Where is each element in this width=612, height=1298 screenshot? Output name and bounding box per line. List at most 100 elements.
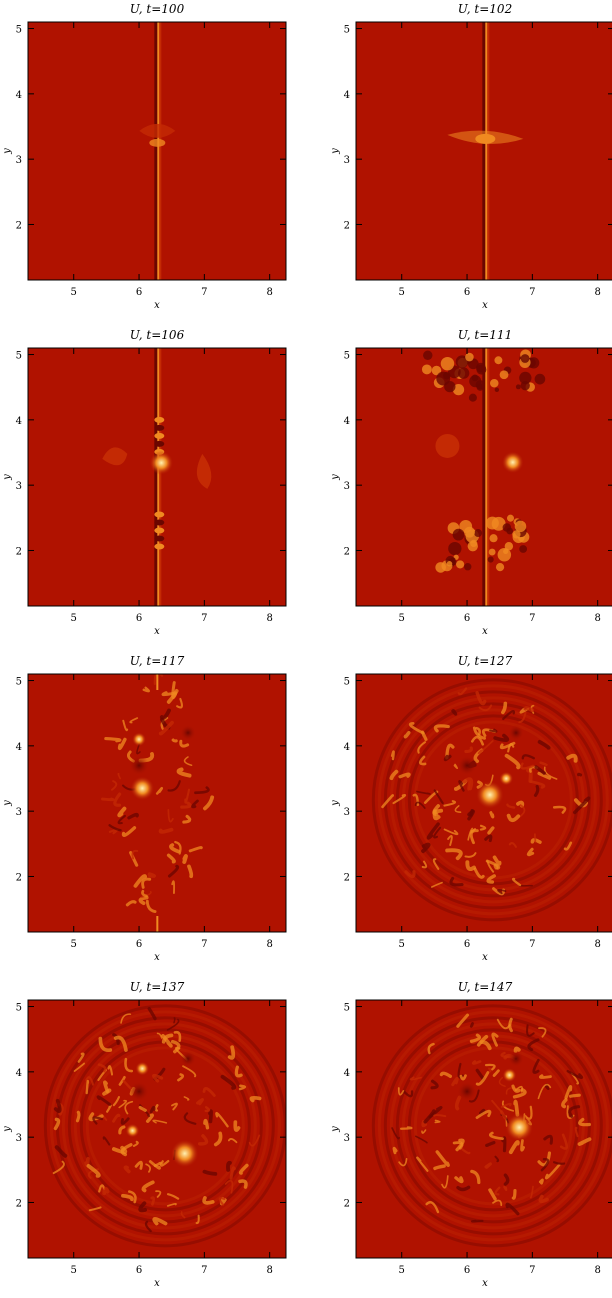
y-axis-label: y — [2, 1126, 13, 1133]
panel-3: U, t=106 5 6 7 8 2 3 4 5 x y — [0, 326, 300, 646]
panel-2: U, t=102 5 6 7 8 2 3 4 5 x y — [328, 0, 612, 320]
y-tick-label: 5 — [16, 1003, 22, 1014]
y-tick-label: 2 — [344, 546, 350, 557]
y-tick-label: 3 — [16, 481, 22, 492]
x-tick-label: 6 — [464, 287, 470, 298]
y-tick-label: 3 — [344, 155, 350, 166]
x-axis-label: x — [154, 1278, 160, 1289]
y-tick-label: 4 — [16, 90, 22, 101]
x-tick-label: 8 — [594, 939, 600, 950]
y-tick-label: 5 — [16, 677, 22, 688]
field-plot: 5 6 7 8 2 3 4 5 x y — [330, 673, 612, 963]
field-plot: 5 6 7 8 2 3 4 5 x y — [2, 347, 287, 637]
x-tick-label: 6 — [464, 1265, 470, 1276]
x-tick-label: 7 — [529, 1265, 535, 1276]
panel-title: U, t=117 — [129, 654, 185, 668]
y-axis-label: y — [2, 474, 13, 481]
x-axis-label: x — [482, 1278, 488, 1289]
y-tick-label: 3 — [344, 481, 350, 492]
y-tick-label: 2 — [16, 220, 22, 231]
x-axis-label: x — [482, 952, 488, 963]
y-tick-label: 4 — [16, 416, 22, 427]
y-tick-label: 4 — [344, 416, 350, 427]
panel-title: U, t=111 — [457, 328, 513, 342]
y-tick-label: 3 — [344, 1133, 350, 1144]
panel-title: U, t=106 — [129, 328, 185, 342]
y-tick-label: 2 — [344, 1198, 350, 1209]
x-tick-label: 5 — [399, 1265, 405, 1276]
panel-6: U, t=127 5 6 7 8 2 3 4 5 x y — [328, 652, 612, 972]
y-tick-label: 5 — [344, 25, 350, 36]
y-tick-label: 2 — [344, 872, 350, 883]
y-tick-label: 4 — [344, 742, 350, 753]
y-axis-label: y — [2, 148, 13, 155]
x-tick-label: 6 — [136, 939, 142, 950]
x-tick-label: 7 — [529, 613, 535, 624]
x-tick-label: 8 — [266, 939, 272, 950]
x-tick-label: 7 — [201, 939, 207, 950]
field-plot: 5 6 7 8 2 3 4 5 x y — [2, 999, 287, 1289]
x-axis-label: x — [482, 300, 488, 311]
y-axis-label: y — [330, 474, 341, 481]
x-axis-label: x — [154, 626, 160, 637]
x-tick-label: 5 — [399, 939, 405, 950]
y-tick-label: 5 — [344, 677, 350, 688]
y-tick-label: 4 — [344, 90, 350, 101]
y-axis-label: y — [2, 800, 13, 807]
y-tick-label: 2 — [16, 1198, 22, 1209]
panel-title: U, t=100 — [129, 2, 185, 16]
y-tick-label: 5 — [16, 25, 22, 36]
x-tick-label: 5 — [399, 613, 405, 624]
x-axis-label: x — [154, 300, 160, 311]
x-tick-label: 7 — [529, 939, 535, 950]
x-tick-label: 8 — [266, 287, 272, 298]
y-axis-label: y — [330, 1126, 341, 1133]
field-plot: 5 6 7 8 2 3 4 5 x y — [330, 21, 612, 311]
y-tick-label: 2 — [16, 546, 22, 557]
x-tick-label: 7 — [529, 287, 535, 298]
x-tick-label: 8 — [266, 1265, 272, 1276]
y-tick-label: 4 — [16, 1068, 22, 1079]
panel-1: U, t=100 5 6 7 8 2 3 4 5 x y — [0, 0, 300, 320]
panel-title: U, t=147 — [457, 980, 513, 994]
x-tick-label: 5 — [71, 939, 77, 950]
y-tick-label: 3 — [16, 1133, 22, 1144]
x-tick-label: 5 — [71, 1265, 77, 1276]
field-plot: 5 6 7 8 2 3 4 5 x y — [330, 347, 612, 637]
x-tick-label: 6 — [136, 1265, 142, 1276]
x-tick-label: 7 — [201, 613, 207, 624]
x-tick-label: 6 — [136, 613, 142, 624]
x-tick-label: 8 — [594, 1265, 600, 1276]
y-tick-label: 3 — [344, 807, 350, 818]
x-axis-label: x — [482, 626, 488, 637]
x-tick-label: 6 — [464, 613, 470, 624]
y-axis-label: y — [330, 800, 341, 807]
field-plot: 5 6 7 8 2 3 4 5 x y — [330, 999, 612, 1289]
panel-4: U, t=111 5 6 7 8 2 3 4 5 x y — [328, 326, 612, 646]
x-tick-label: 8 — [594, 613, 600, 624]
x-tick-label: 7 — [201, 1265, 207, 1276]
panel-5: U, t=117 5 6 7 8 2 3 4 5 x y — [0, 652, 300, 972]
y-tick-label: 2 — [16, 872, 22, 883]
x-axis-label: x — [154, 952, 160, 963]
x-tick-label: 5 — [399, 287, 405, 298]
y-axis-label: y — [330, 148, 341, 155]
x-tick-label: 6 — [464, 939, 470, 950]
y-tick-label: 5 — [344, 351, 350, 362]
x-tick-label: 8 — [594, 287, 600, 298]
panel-title: U, t=102 — [457, 2, 513, 16]
y-tick-label: 3 — [16, 155, 22, 166]
x-tick-label: 7 — [201, 287, 207, 298]
y-tick-label: 3 — [16, 807, 22, 818]
y-tick-label: 4 — [344, 1068, 350, 1079]
field-plot: 5 6 7 8 2 3 4 5 x y — [2, 673, 287, 963]
y-tick-label: 5 — [344, 1003, 350, 1014]
x-tick-label: 5 — [71, 287, 77, 298]
panel-title: U, t=127 — [457, 654, 513, 668]
panel-8: U, t=147 5 6 7 8 2 3 4 5 x y — [328, 978, 612, 1298]
y-tick-label: 4 — [16, 742, 22, 753]
x-tick-label: 8 — [266, 613, 272, 624]
y-tick-label: 2 — [344, 220, 350, 231]
y-tick-label: 5 — [16, 351, 22, 362]
x-tick-label: 6 — [136, 287, 142, 298]
